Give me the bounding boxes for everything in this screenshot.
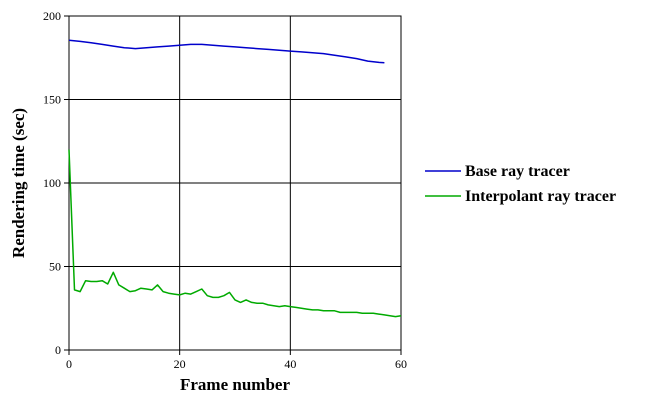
y-tick-label: 150 bbox=[43, 93, 61, 107]
y-tick-label: 200 bbox=[43, 9, 61, 23]
y-tick-label: 100 bbox=[43, 176, 61, 190]
x-tick-label: 40 bbox=[284, 357, 296, 371]
series-line bbox=[69, 150, 401, 317]
y-tick-label: 0 bbox=[55, 343, 61, 357]
series-line bbox=[69, 40, 384, 63]
ticks: 0 50 100 150 200 0 20 40 60 bbox=[43, 9, 407, 371]
x-tick-label: 60 bbox=[395, 357, 407, 371]
x-tick-label: 0 bbox=[66, 357, 72, 371]
legend-label: Interpolant ray tracer bbox=[465, 188, 616, 205]
y-axis-label: Rendering time (sec) bbox=[9, 108, 28, 258]
legend: Base ray tracer Interpolant ray tracer bbox=[425, 163, 616, 205]
x-axis-label: Frame number bbox=[180, 375, 290, 394]
series-layer bbox=[69, 40, 401, 316]
legend-label: Base ray tracer bbox=[465, 163, 570, 180]
y-tick-label: 50 bbox=[49, 260, 61, 274]
x-tick-label: 20 bbox=[174, 357, 186, 371]
